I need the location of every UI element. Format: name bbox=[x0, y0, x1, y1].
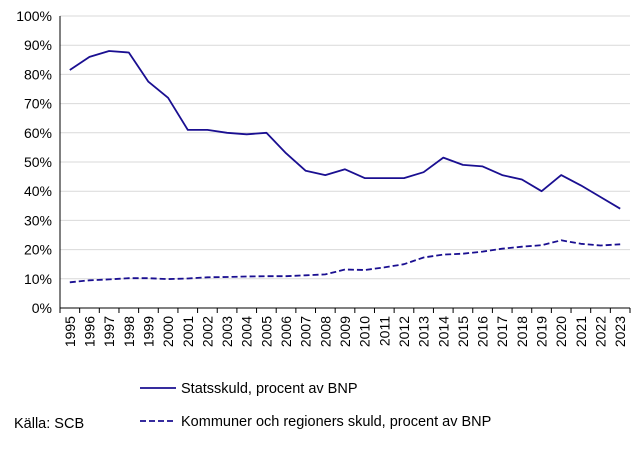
x-tick-label: 2022 bbox=[593, 316, 609, 347]
y-tick-label: 100% bbox=[16, 8, 52, 24]
y-tick-label: 0% bbox=[32, 300, 52, 316]
legend: Statsskuld, procent av BNP Kommuner och r… bbox=[140, 381, 491, 430]
x-tick-label: 2001 bbox=[180, 316, 196, 347]
y-tick-label: 90% bbox=[24, 37, 52, 53]
series-line-kommuner-regioner bbox=[69, 239, 621, 284]
y-tick-labels: 0% 10% 20% 30% 40% 50% 60% 70% 80% 90% 100% bbox=[16, 8, 52, 316]
x-tick-label: 2004 bbox=[239, 316, 255, 347]
x-tick-label: 2014 bbox=[435, 316, 451, 347]
x-tick-label: 2023 bbox=[612, 316, 628, 347]
x-tick-label: 2016 bbox=[475, 316, 491, 347]
y-tick-label: 20% bbox=[24, 242, 52, 258]
y-tick-label: 60% bbox=[24, 125, 52, 141]
x-tick-label: 2020 bbox=[553, 316, 569, 347]
x-tick-label: 2002 bbox=[199, 316, 215, 347]
y-tick-label: 10% bbox=[24, 271, 52, 287]
x-tick-label: 2007 bbox=[298, 316, 314, 347]
gridlines bbox=[60, 15, 630, 280]
x-tick-label: 2018 bbox=[514, 316, 530, 347]
x-tick-label: 2011 bbox=[376, 316, 392, 346]
x-tick-label: 2013 bbox=[416, 316, 432, 347]
y-tick-label: 80% bbox=[24, 66, 52, 82]
x-tick-label: 2021 bbox=[573, 316, 589, 347]
axes bbox=[59, 16, 631, 313]
x-tick-label: 2005 bbox=[258, 316, 274, 347]
x-tick-label: 2017 bbox=[494, 316, 510, 347]
x-tick-label: 2008 bbox=[317, 316, 333, 347]
x-tick-label: 2006 bbox=[278, 316, 294, 347]
series-lines bbox=[69, 50, 621, 284]
y-tick-label: 50% bbox=[24, 154, 52, 170]
x-tick-label: 1996 bbox=[81, 316, 97, 347]
source-note: Källa: SCB bbox=[14, 416, 85, 432]
x-tick-label: 1998 bbox=[121, 316, 137, 347]
x-tick-label: 1997 bbox=[101, 316, 117, 347]
y-tick-label: 70% bbox=[24, 96, 52, 112]
x-tick-label: 2010 bbox=[357, 316, 373, 347]
x-tick-label: 2015 bbox=[455, 316, 471, 347]
x-tick-label: 2003 bbox=[219, 316, 235, 347]
x-tick-label: 2009 bbox=[337, 316, 353, 347]
x-tick-label: 2012 bbox=[396, 316, 412, 347]
legend-label: Statsskuld, procent av BNP bbox=[181, 381, 358, 397]
x-tick-label: 1999 bbox=[140, 316, 156, 347]
y-tick-label: 30% bbox=[24, 212, 52, 228]
x-tick-labels: 1995 1996 1997 1998 1999 2000 2001 2002 2003 2004… bbox=[62, 316, 628, 347]
x-tick-label: 2019 bbox=[534, 316, 550, 347]
y-tick-label: 40% bbox=[24, 183, 52, 199]
legend-label: Kommuner och regioners skuld, procent av… bbox=[181, 414, 491, 430]
series-line-statsskuld bbox=[69, 50, 621, 210]
x-tick-label: 1995 bbox=[62, 316, 78, 347]
x-tick-label: 2000 bbox=[160, 316, 176, 347]
